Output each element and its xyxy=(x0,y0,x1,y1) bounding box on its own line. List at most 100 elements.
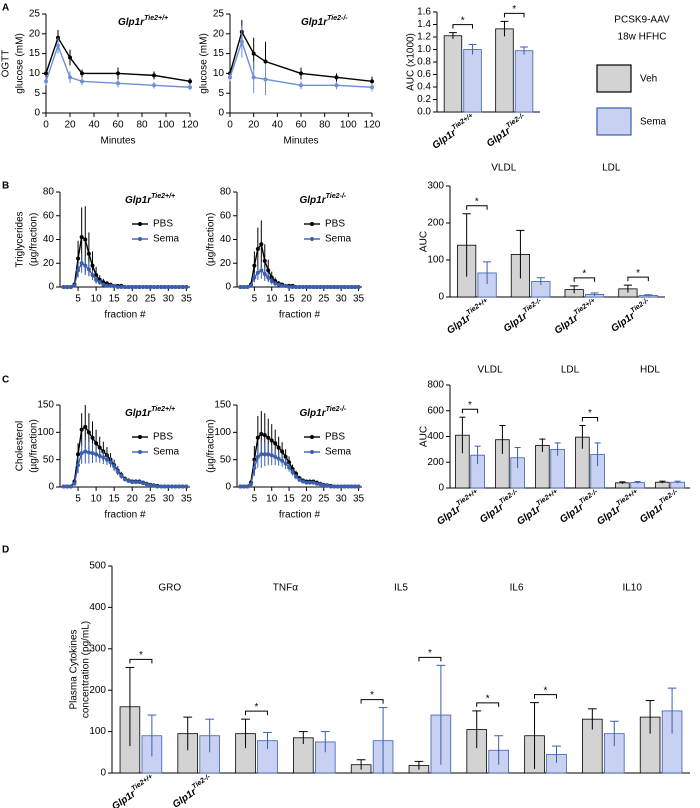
point xyxy=(180,484,185,489)
y-tick-label: 0.4 xyxy=(417,82,431,93)
y-tick-label: 1.4 xyxy=(417,19,431,30)
y-tick-label: 0 xyxy=(34,108,40,119)
x-tick-label: 25 xyxy=(318,294,330,305)
point xyxy=(79,427,84,432)
point xyxy=(86,450,91,455)
genotype-label: Glp1rTie2+/+ xyxy=(118,15,168,28)
point xyxy=(332,484,337,489)
x-tick-label: 15 xyxy=(109,294,121,305)
x-tick-label: 100 xyxy=(340,120,357,131)
point xyxy=(61,484,66,489)
point xyxy=(86,267,91,272)
point xyxy=(159,484,164,489)
point xyxy=(137,285,142,289)
y-tick-label: 60 xyxy=(43,210,55,221)
point xyxy=(130,480,135,485)
y-tick-label: 1.6 xyxy=(417,7,431,18)
point xyxy=(68,484,73,489)
panel-label: A xyxy=(2,3,9,14)
y-tick-label: 5 xyxy=(34,88,40,99)
significance-bracket xyxy=(581,417,599,422)
point xyxy=(328,285,333,289)
point xyxy=(101,455,106,460)
row-label: OGTT xyxy=(1,50,12,78)
x-tick-label: 35 xyxy=(353,294,365,305)
point xyxy=(273,281,278,286)
point xyxy=(262,452,267,457)
point xyxy=(65,285,70,289)
legend-label: PBS xyxy=(153,432,173,443)
bar xyxy=(463,49,482,113)
point xyxy=(126,478,131,483)
point xyxy=(252,275,257,280)
panel-label: D xyxy=(2,545,9,556)
point xyxy=(155,285,160,289)
genotype-sup: Tie2-/- xyxy=(326,193,347,200)
point xyxy=(80,71,84,76)
legend-swatch xyxy=(596,64,632,93)
point xyxy=(104,283,109,288)
x-tick-label: 10 xyxy=(266,494,278,505)
point xyxy=(307,480,312,485)
point xyxy=(263,59,268,64)
point xyxy=(144,482,149,487)
point xyxy=(283,283,288,288)
point xyxy=(273,441,278,446)
y-tick-label: 0.2 xyxy=(417,94,431,105)
point xyxy=(283,454,288,459)
point xyxy=(166,484,171,489)
y-tick-label: 0.8 xyxy=(417,57,431,68)
x-tick-label: 10 xyxy=(91,494,103,505)
x-tick-label: 25 xyxy=(145,294,157,305)
significance-label: * xyxy=(636,268,640,279)
significance-label: * xyxy=(475,196,479,207)
genotype-sup: Tie2+/+ xyxy=(151,193,175,200)
significance-label: * xyxy=(486,694,490,705)
point xyxy=(68,75,72,80)
point xyxy=(123,285,127,289)
point xyxy=(335,285,340,289)
point xyxy=(294,474,299,479)
y-tick-label: 10 xyxy=(213,68,225,79)
legend-label: Sema xyxy=(153,447,180,458)
point xyxy=(137,480,142,485)
significance-bracket xyxy=(503,12,525,18)
point xyxy=(94,452,99,457)
point xyxy=(299,71,303,76)
point xyxy=(255,247,260,251)
point xyxy=(119,285,124,289)
x-tick-label: 30 xyxy=(336,494,348,505)
significance-bracket xyxy=(418,656,442,662)
point xyxy=(276,456,281,461)
point xyxy=(115,285,120,289)
point xyxy=(349,285,354,289)
point xyxy=(44,79,48,84)
point xyxy=(335,484,340,489)
x-tick-label: 60 xyxy=(112,120,124,131)
x-tick-label: 20 xyxy=(301,494,313,505)
point xyxy=(287,465,292,470)
significance-bracket xyxy=(452,24,474,29)
point xyxy=(79,451,84,456)
point xyxy=(90,263,95,268)
x-tick-label: 5 xyxy=(252,294,258,305)
x-tick-label: 20 xyxy=(301,294,313,305)
y-tick-label: 300 xyxy=(427,181,444,192)
group-label: VLDL xyxy=(491,163,516,174)
point xyxy=(255,435,260,440)
genotype-name: Glp1r xyxy=(300,408,327,419)
y-axis-label: AUC xyxy=(419,231,430,252)
point xyxy=(116,81,120,86)
y-tick-label: 100 xyxy=(427,255,444,266)
point xyxy=(151,483,156,488)
point xyxy=(68,285,73,289)
point xyxy=(325,483,330,488)
y-tick-label: 50 xyxy=(220,454,232,465)
point xyxy=(162,285,167,289)
point xyxy=(251,51,256,56)
point xyxy=(334,83,339,88)
point xyxy=(334,75,339,80)
group-label: TNFα xyxy=(273,583,298,594)
point xyxy=(266,268,271,273)
point xyxy=(370,85,374,90)
